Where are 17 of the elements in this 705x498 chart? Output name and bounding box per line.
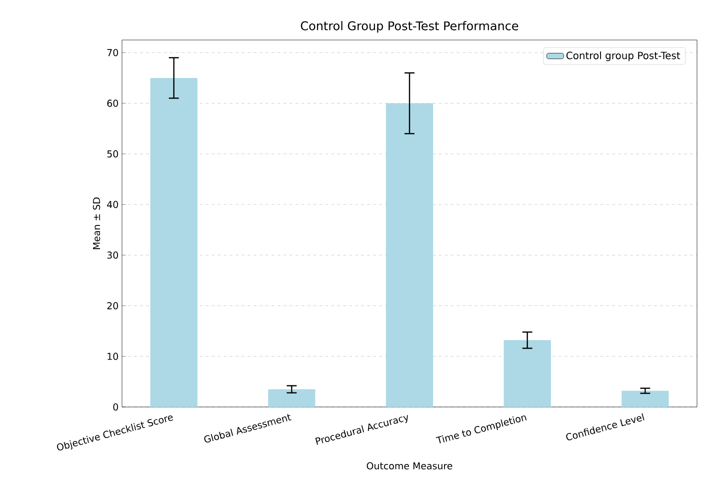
bar: [386, 103, 434, 407]
y-tick-label: 60: [107, 100, 118, 107]
y-tick-label: 10: [108, 352, 118, 360]
y-tick-label: 30: [107, 252, 118, 259]
y-axis-title: Mean ± SD: [92, 198, 100, 250]
bar: [150, 78, 198, 407]
x-axis-title: Outcome Measure: [366, 462, 452, 470]
bar: [504, 340, 551, 407]
bar: [622, 390, 669, 407]
y-tick-label: 20: [107, 302, 118, 310]
y-tick-label: 40: [107, 200, 118, 208]
legend-label: Control group Post-Test: [566, 52, 680, 62]
y-tick-label: 70: [107, 49, 118, 56]
bar: [268, 389, 316, 407]
y-tick-label: 50: [107, 150, 118, 158]
y-tick-label: 0: [113, 403, 118, 411]
chart-title: Control Group Post-Test Performance: [300, 21, 518, 33]
